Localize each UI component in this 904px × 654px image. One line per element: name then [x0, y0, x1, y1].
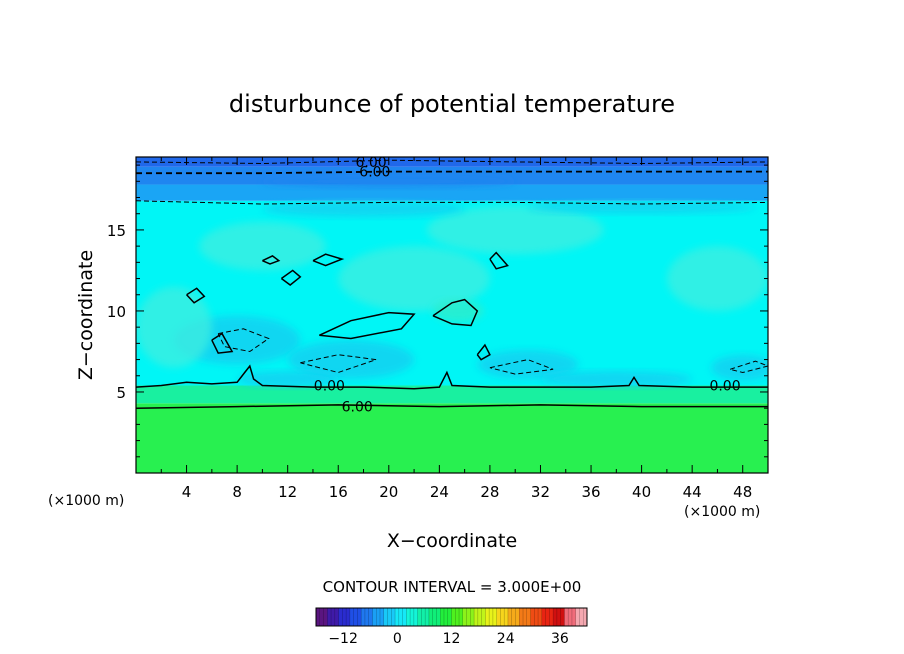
- colorbar-swatch: [485, 608, 498, 626]
- field-patch: [136, 286, 212, 368]
- colorbar-swatch: [496, 608, 509, 626]
- contour-interval-label: CONTOUR INTERVAL = 3.000E+00: [323, 578, 582, 596]
- contour-line: [136, 404, 768, 409]
- plot-frame: [135, 156, 769, 474]
- contour-line: [262, 255, 281, 265]
- x-tick-label: 36: [581, 483, 600, 501]
- colorbar-tick-label: 36: [551, 631, 569, 647]
- field-patch: [199, 221, 326, 271]
- field-patch: [527, 200, 756, 214]
- colorbar-swatch: [417, 608, 430, 626]
- field-band-lower: [136, 403, 768, 473]
- colorbar-swatch: [383, 608, 396, 626]
- field-patch: [287, 340, 415, 380]
- colorbar-swatch: [519, 608, 532, 626]
- contour-line: [489, 251, 509, 270]
- y-tick-label: 5: [116, 384, 126, 402]
- colorbar-swatch: [575, 608, 588, 626]
- contour-line: [136, 200, 768, 205]
- contour-line: [432, 298, 479, 327]
- contour-line: [476, 343, 491, 361]
- field-patch: [237, 370, 339, 388]
- y-tick-label: 15: [107, 222, 126, 240]
- temperature-field: [136, 157, 768, 473]
- colorbar-tick-label: 24: [497, 631, 515, 647]
- contour-line: [136, 159, 768, 165]
- colorbar-swatch: [316, 608, 328, 626]
- field-patch: [262, 174, 516, 188]
- contour-lines: [136, 159, 768, 409]
- field-patch: [477, 349, 579, 380]
- field-band-upper-1: [136, 184, 768, 201]
- colorbar-swatch: [372, 608, 385, 626]
- x-tick-label: 48: [733, 483, 752, 501]
- contour-line: [300, 354, 377, 374]
- colorbar-swatch: [338, 608, 351, 626]
- x-tick-label: 12: [278, 483, 297, 501]
- colorbar-frame: [315, 607, 588, 627]
- y-tick-label: 10: [107, 303, 126, 321]
- colorbar-swatch: [553, 608, 565, 626]
- field-band-upper-3: [136, 157, 768, 167]
- field-patch: [666, 246, 768, 311]
- contour-labels: 6.006.000.00 0.006.00: [314, 157, 741, 416]
- contour-line: [280, 269, 302, 286]
- chart-title: disturbunce of potential temperature: [229, 90, 675, 118]
- x-tick-label: 20: [379, 483, 398, 501]
- contour-line: [217, 328, 270, 353]
- x-axis-label: X−coordinate: [387, 530, 517, 552]
- field-patch: [711, 354, 768, 381]
- colorbar-swatch: [395, 608, 407, 626]
- x-tick-label: 24: [430, 483, 449, 501]
- y-axis-label: Z−coordinate: [75, 250, 97, 380]
- colorbar-swatch: [530, 608, 543, 626]
- colorbar: [315, 607, 588, 627]
- contour-line: [729, 360, 768, 374]
- contour-line: [211, 332, 234, 354]
- colorbar-tick-label: −12: [328, 631, 358, 647]
- colorbar-swatch: [406, 608, 419, 626]
- y-axis-ticks: 5 10 15: [107, 164, 768, 458]
- x-tick-label: 40: [632, 483, 651, 501]
- colorbar-swatch: [564, 608, 577, 626]
- contour-line: [136, 170, 768, 175]
- x-tick-label: 44: [683, 483, 702, 501]
- colorbar-ticks: −12 0 12 24 36: [328, 631, 569, 647]
- contour-label: 0.00: [709, 378, 740, 394]
- contour-line: [489, 359, 554, 375]
- x-tick-label: 16: [329, 483, 348, 501]
- x-axis-ticks: 4 8 12 16 20 24 28 32 36 40 44 48: [160, 157, 752, 501]
- contour-line: [186, 287, 206, 304]
- x-unit-right: (×1000 m): [684, 504, 760, 520]
- colorbar-swatch: [440, 608, 452, 626]
- colorbar-tick-label: 12: [443, 631, 461, 647]
- colorbar-swatch: [361, 608, 373, 626]
- colorbar-swatch: [327, 608, 340, 626]
- contour-line: [318, 311, 416, 340]
- colorbar-swatch: [474, 608, 486, 626]
- x-tick-label: 28: [480, 483, 499, 501]
- colorbar-swatch: [451, 608, 464, 626]
- field-patch: [540, 370, 693, 388]
- x-tick-label: 4: [182, 483, 192, 501]
- field-patch: [426, 205, 604, 255]
- contour-line: [312, 253, 345, 267]
- x-unit-left: (×1000 m): [48, 493, 124, 509]
- colorbar-swatch: [349, 608, 362, 626]
- colorbar-swatch: [428, 608, 441, 626]
- colorbar-swatch: [541, 608, 554, 626]
- field-band-transition: [136, 385, 768, 404]
- field-patch: [262, 200, 465, 217]
- x-tick-label: 8: [232, 483, 242, 501]
- contour-line: [136, 364, 768, 390]
- contour-label: 6.00: [342, 400, 373, 416]
- colorbar-tick-label: 0: [393, 631, 402, 647]
- field-patch: [338, 246, 490, 311]
- colorbar-swatch: [462, 608, 475, 626]
- contour-label: 6.00: [359, 165, 390, 181]
- x-tick-label: 32: [531, 483, 550, 501]
- colorbar-swatch: [507, 608, 520, 626]
- contour-label: 0.00: [314, 378, 345, 394]
